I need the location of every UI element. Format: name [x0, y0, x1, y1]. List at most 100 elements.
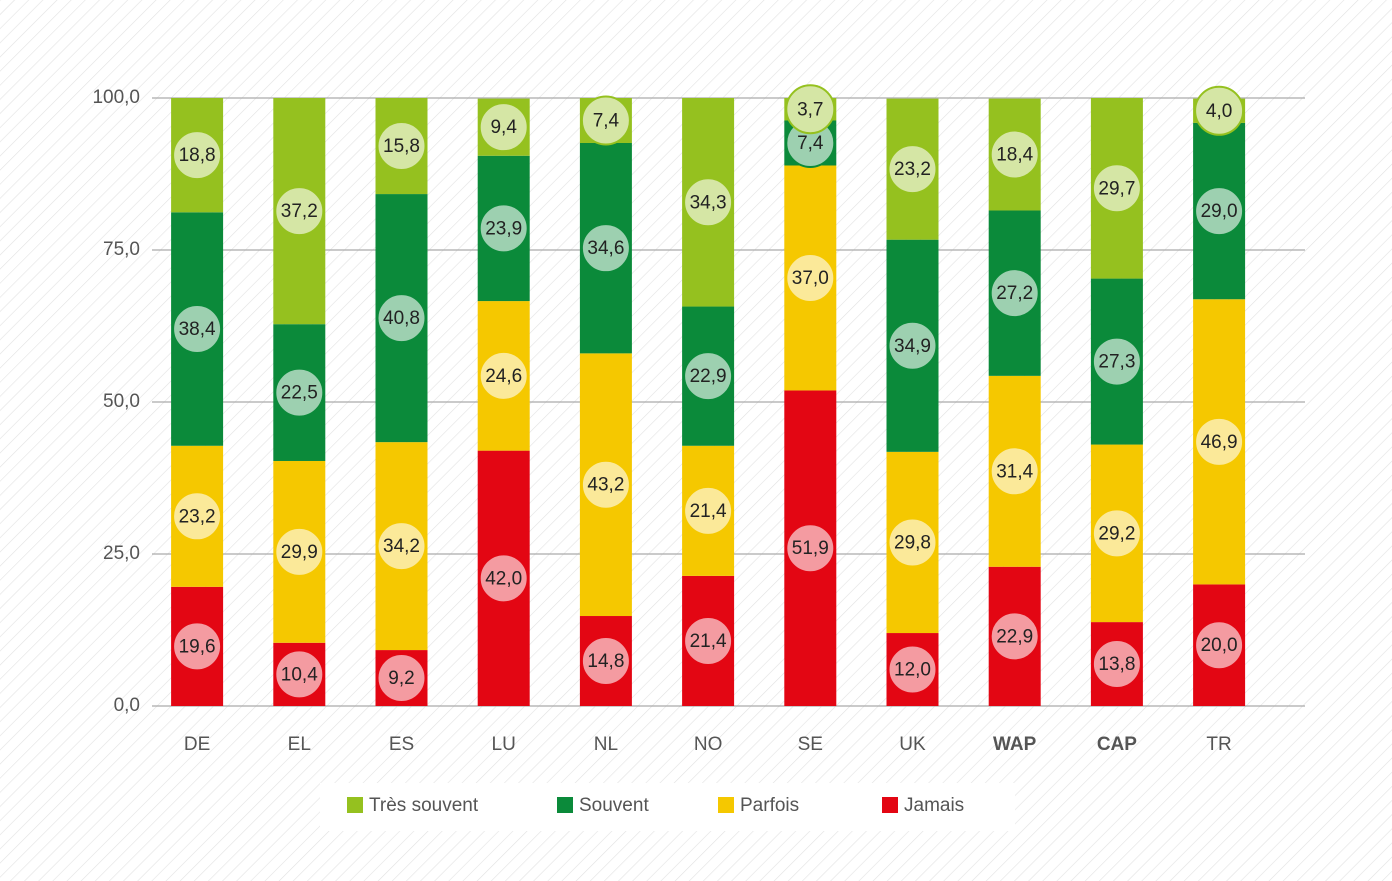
label-bubble: [1194, 620, 1245, 671]
label-bubble: [274, 186, 325, 237]
data-label: 29,9: [281, 542, 318, 563]
data-label: 3,7: [797, 99, 823, 120]
data-label: 10,4: [281, 664, 318, 685]
x-tick-label: EL: [288, 734, 311, 755]
data-label: 29,0: [1201, 201, 1238, 222]
label-bubble: [580, 636, 631, 687]
data-label: 7,4: [797, 133, 824, 154]
data-label: 27,3: [1098, 352, 1135, 373]
data-label: 21,4: [690, 631, 727, 652]
data-label: 9,2: [388, 668, 414, 689]
data-label: 22,9: [690, 366, 727, 387]
legend-swatch: [718, 797, 734, 813]
label-bubble: [478, 203, 529, 254]
label-bubble: [887, 517, 938, 568]
x-tick-label: TR: [1206, 734, 1231, 755]
data-label: 40,8: [383, 308, 420, 329]
label-bubble: [478, 553, 529, 604]
x-tick-label: NO: [694, 734, 723, 755]
label-bubble: [376, 121, 427, 172]
data-label: 24,6: [485, 366, 522, 387]
data-label: 22,5: [281, 383, 318, 404]
x-tick-label: SE: [798, 734, 823, 755]
y-tick-label: 25,0: [103, 543, 140, 564]
label-bubble: [580, 223, 631, 274]
label-bubble: [989, 268, 1040, 319]
data-label: 18,4: [996, 145, 1033, 166]
label-bubble: [274, 649, 325, 700]
data-label: 37,2: [281, 201, 318, 222]
data-label: 42,0: [485, 568, 522, 589]
data-label: 9,4: [490, 117, 517, 138]
data-label: 29,7: [1098, 178, 1135, 199]
data-label: 46,9: [1201, 432, 1238, 453]
label-bubble: [887, 644, 938, 695]
label-bubble: [785, 84, 836, 135]
x-tick-label: DE: [184, 734, 210, 755]
y-tick-label: 75,0: [103, 239, 140, 260]
label-bubble: [172, 130, 223, 181]
label-bubble: [989, 446, 1040, 497]
data-label: 23,9: [485, 218, 522, 239]
label-bubble: [376, 521, 427, 572]
label-bubble: [376, 293, 427, 344]
label-bubble: [1091, 163, 1142, 214]
label-bubble: [172, 621, 223, 672]
data-label: 23,2: [179, 506, 216, 527]
data-label: 51,9: [792, 538, 829, 559]
data-label: 15,8: [383, 136, 420, 157]
legend-label: Parfois: [740, 795, 799, 816]
label-bubble: [580, 95, 631, 146]
label-bubble: [580, 459, 631, 510]
legend-label: Très souvent: [369, 795, 479, 816]
x-tick-label: ES: [389, 734, 414, 755]
x-tick-label: UK: [899, 734, 926, 755]
label-bubble: [989, 611, 1040, 662]
legend-swatch: [557, 797, 573, 813]
label-bubble: [1194, 416, 1245, 467]
y-tick-label: 100,0: [92, 87, 140, 108]
label-bubble: [172, 491, 223, 542]
label-bubble: [376, 653, 427, 704]
label-bubble: [1091, 639, 1142, 690]
data-label: 20,0: [1201, 635, 1238, 656]
data-label: 21,4: [690, 501, 727, 522]
data-label: 38,4: [179, 319, 216, 340]
label-bubble: [478, 350, 529, 401]
data-label: 43,2: [587, 475, 624, 496]
legend-label: Souvent: [579, 795, 649, 816]
data-label: 31,4: [996, 461, 1033, 482]
label-bubble: [683, 615, 734, 666]
data-label: 13,8: [1098, 654, 1135, 675]
data-label: 19,6: [179, 636, 216, 657]
label-bubble: [887, 144, 938, 195]
data-label: 23,2: [894, 159, 931, 180]
x-tick-label: NL: [594, 734, 618, 755]
data-label: 12,0: [894, 660, 931, 681]
data-label: 14,8: [587, 651, 624, 672]
data-label: 4,0: [1206, 101, 1232, 122]
data-label: 7,4: [593, 111, 620, 132]
label-bubble: [683, 351, 734, 402]
label-bubble: [683, 485, 734, 536]
x-tick-label: WAP: [993, 734, 1037, 755]
legend-swatch: [882, 797, 898, 813]
x-tick-label: CAP: [1097, 734, 1137, 755]
data-label: 34,6: [587, 238, 624, 259]
data-label: 27,2: [996, 283, 1033, 304]
label-bubble: [785, 523, 836, 574]
label-bubble: [683, 177, 734, 228]
data-label: 29,2: [1098, 523, 1135, 544]
data-label: 18,8: [179, 145, 216, 166]
legend-label: Jamais: [904, 795, 964, 816]
label-bubble: [1091, 336, 1142, 387]
data-label: 34,2: [383, 536, 420, 557]
label-bubble: [1091, 508, 1142, 559]
label-bubble: [989, 129, 1040, 180]
label-bubble: [887, 320, 938, 371]
data-label: 34,3: [690, 192, 727, 213]
data-label: 34,9: [894, 336, 931, 357]
label-bubble: [478, 102, 529, 153]
legend-swatch: [347, 797, 363, 813]
x-tick-label: LU: [492, 734, 516, 755]
